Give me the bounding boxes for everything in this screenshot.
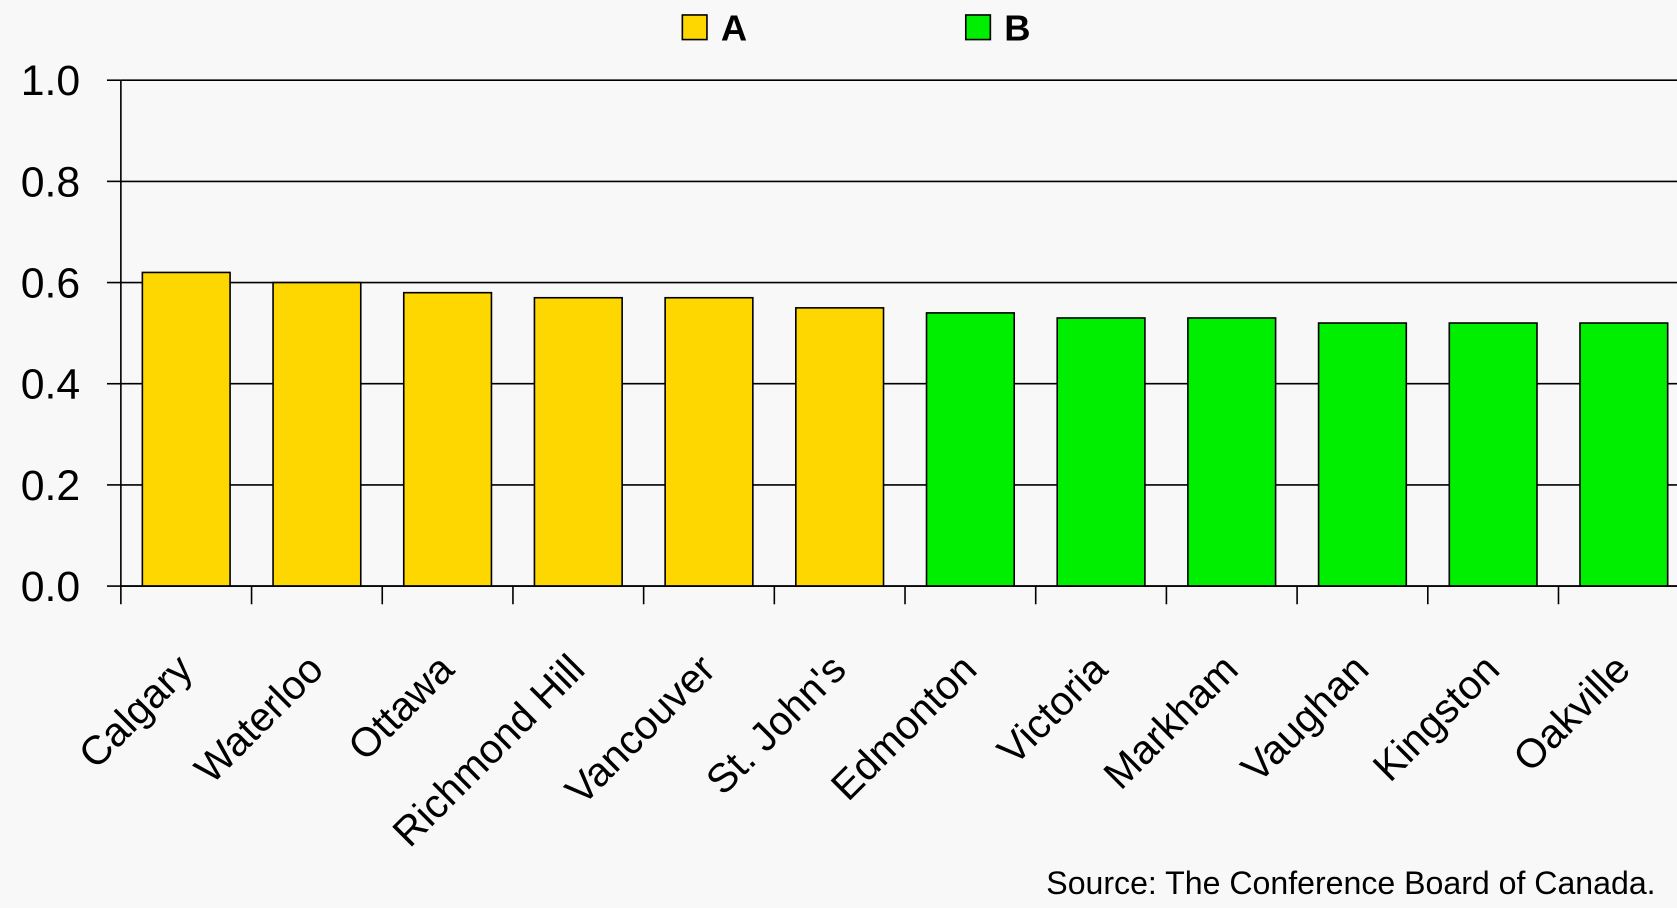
y-tick-label: 0.4 [21,361,80,409]
bar [795,307,885,587]
bar [1056,317,1146,587]
bar [1317,322,1408,587]
y-tick-label: 1.0 [21,57,80,105]
bar [533,296,623,587]
legend-swatch [964,14,992,41]
bar [1448,322,1538,587]
y-tick-label: 0.6 [21,260,80,308]
y-tick-label: 0.2 [21,462,80,510]
legend-label: A [721,8,747,49]
bar [925,312,1016,587]
source-note: Source: The Conference Board of Canada. [1046,865,1655,901]
bar [1579,322,1669,587]
y-tick-label: 0.0 [21,563,80,611]
legend-swatch [681,14,708,41]
legend-label: B [1004,8,1030,49]
bar [664,296,754,587]
y-tick-label: 0.8 [21,158,80,206]
bar [272,281,362,587]
bar [141,271,231,587]
bar [1187,317,1277,587]
bar [402,291,493,587]
